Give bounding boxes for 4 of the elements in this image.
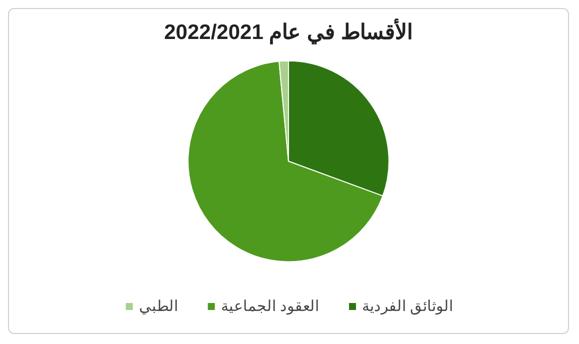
legend-label: الطبي <box>138 298 178 315</box>
legend-label: الوثائق الفردية <box>362 298 454 315</box>
legend-label: العقود الجماعية <box>220 298 320 315</box>
chart-title: الأقساط في عام 2022/2021 <box>164 18 413 45</box>
